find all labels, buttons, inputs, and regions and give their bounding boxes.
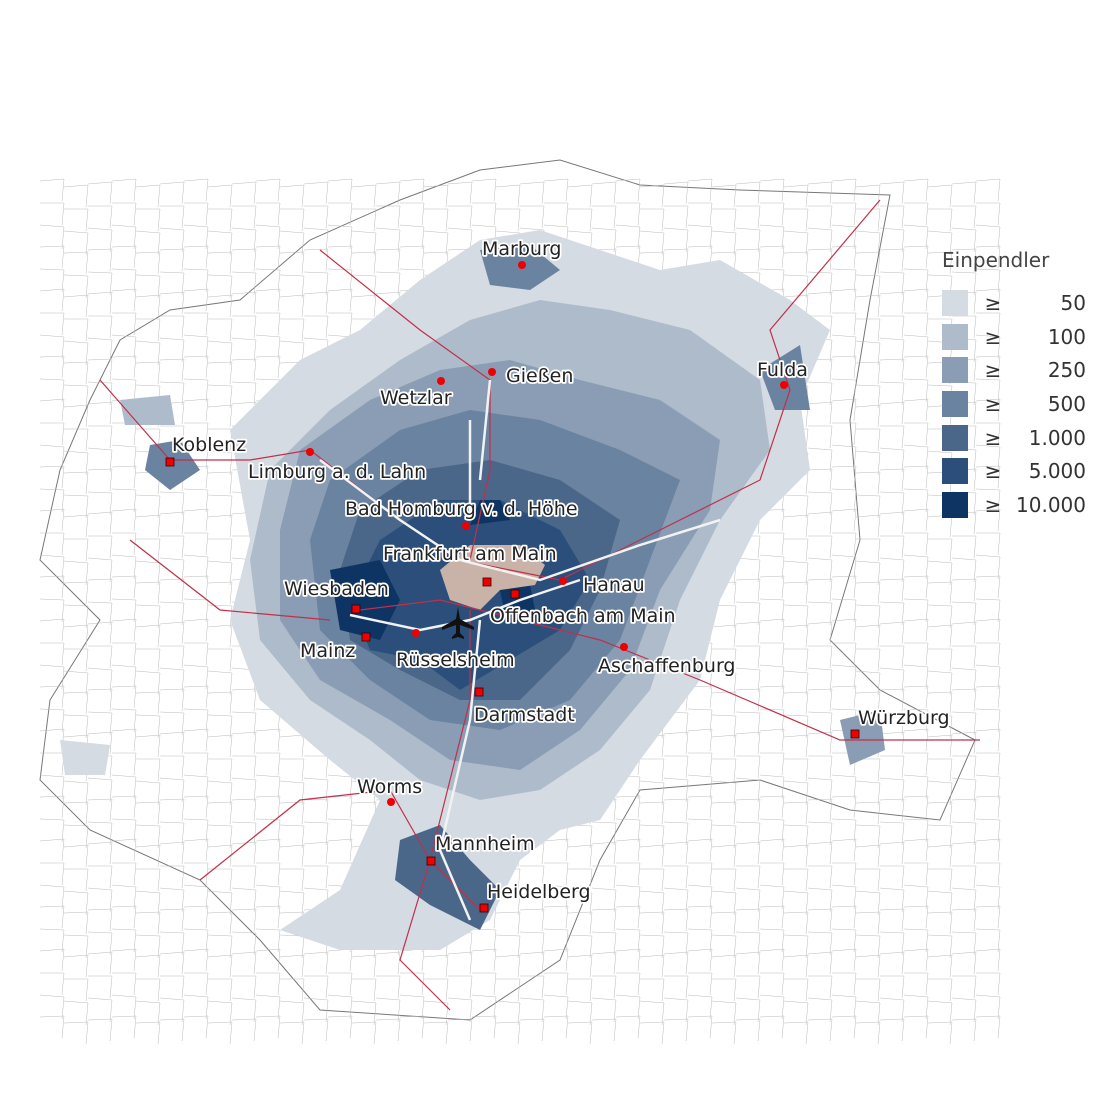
city: Limburg a. d. Lahn	[246, 448, 428, 485]
city-marker	[351, 604, 361, 614]
city-marker	[559, 577, 567, 585]
city-label: Marburg	[482, 238, 562, 260]
city-marker	[780, 381, 788, 389]
city-marker	[488, 368, 496, 376]
legend-value: 5.000	[1028, 459, 1086, 484]
legend-symbol: ≥	[984, 290, 1002, 315]
city-label: Darmstadt	[474, 704, 575, 726]
airplane-icon	[442, 607, 474, 639]
city-label: Würzburg	[858, 707, 950, 729]
city-label: Hanau	[583, 574, 645, 596]
city-marker	[620, 643, 628, 651]
legend-item: ≥ 500	[942, 387, 1092, 421]
city-label: Fulda	[757, 359, 808, 381]
city-label: Mannheim	[435, 833, 535, 855]
legend-swatch	[942, 491, 968, 518]
city-marker	[361, 632, 371, 642]
legend-swatch	[942, 323, 968, 350]
city-label: Aschaffenburg	[598, 655, 736, 677]
city-label: Offenbach am Main	[490, 605, 676, 627]
city-label: Koblenz	[172, 434, 246, 456]
city-marker	[510, 589, 520, 599]
city: Gießen	[488, 363, 575, 389]
legend-symbol: ≥	[984, 358, 1002, 383]
city: Fulda	[755, 357, 810, 389]
legend-symbol: ≥	[984, 459, 1002, 484]
city-label: Wiesbaden	[284, 578, 389, 600]
city-marker	[474, 687, 484, 697]
city: Marburg	[480, 236, 563, 269]
legend-symbol: ≥	[984, 425, 1002, 450]
city: Offenbach am Main	[488, 589, 677, 629]
legend: Einpendler ≥ 50 ≥ 100 ≥ 250 ≥ 500 ≥ 1.00…	[942, 248, 1092, 522]
city-label: Gießen	[506, 365, 573, 387]
city: Bad Homburg v. d. Höhe	[343, 496, 579, 530]
legend-value: 100	[1047, 324, 1086, 349]
legend-symbol: ≥	[984, 324, 1002, 349]
legend-item: ≥ 100	[942, 320, 1092, 354]
legend-item: ≥ 10.000	[942, 488, 1092, 522]
legend-swatch	[942, 424, 968, 451]
legend-title: Einpendler	[942, 248, 1050, 272]
city-label: Bad Homburg v. d. Höhe	[345, 498, 578, 520]
legend-value: 1.000	[1028, 425, 1086, 450]
city-label: Limburg a. d. Lahn	[248, 461, 426, 483]
city: Wetzlar	[378, 377, 453, 411]
legend-item: ≥ 5.000	[942, 454, 1092, 488]
city-label: Frankfurt am Main	[383, 543, 557, 565]
city: Hanau	[559, 572, 646, 598]
legend-swatch	[942, 289, 968, 316]
legend-swatch	[942, 390, 968, 417]
city: Heidelberg	[479, 879, 592, 913]
legend-symbol: ≥	[984, 492, 1002, 517]
city-label: Wetzlar	[380, 387, 452, 409]
city-label: Heidelberg	[487, 881, 591, 903]
city-marker	[412, 629, 420, 637]
city-marker	[479, 903, 489, 913]
city: Worms	[355, 774, 424, 806]
city: Wiesbaden	[282, 576, 390, 614]
city-label: Rüsselsheim	[396, 649, 515, 671]
city-marker	[462, 522, 470, 530]
city: Mainz	[298, 632, 371, 664]
city: Würzburg	[850, 705, 951, 739]
legend-symbol: ≥	[984, 391, 1002, 416]
city: Koblenz	[165, 432, 248, 467]
city-marker	[437, 377, 445, 385]
legend-value: 10.000	[1016, 492, 1086, 517]
city: Darmstadt	[472, 687, 577, 728]
legend-swatch	[942, 458, 968, 485]
legend-swatch	[942, 357, 968, 384]
motorways	[319, 379, 721, 921]
legend-item: ≥ 250	[942, 353, 1092, 387]
legend-item: ≥ 50	[942, 286, 1092, 320]
city: Rüsselsheim	[394, 629, 516, 673]
city-marker	[426, 856, 436, 866]
city-marker	[387, 798, 395, 806]
legend-item: ≥ 1.000	[942, 421, 1092, 455]
city-marker	[518, 261, 526, 269]
legend-value: 500	[1047, 391, 1086, 416]
city-label: Worms	[357, 776, 422, 798]
city-marker	[482, 577, 492, 587]
city: Aschaffenburg	[596, 643, 737, 679]
city-marker	[165, 457, 175, 467]
city: Frankfurt am Main	[381, 541, 558, 587]
legend-value: 250	[1047, 358, 1086, 383]
city-markers: Marburg Gießen Wetzlar Fulda KoblenzLimburg …	[165, 236, 951, 913]
city-label: Mainz	[300, 640, 355, 662]
city-marker	[306, 448, 314, 456]
city: Mannheim	[426, 831, 536, 866]
legend-value: 50	[1060, 290, 1086, 315]
city-marker	[850, 729, 860, 739]
